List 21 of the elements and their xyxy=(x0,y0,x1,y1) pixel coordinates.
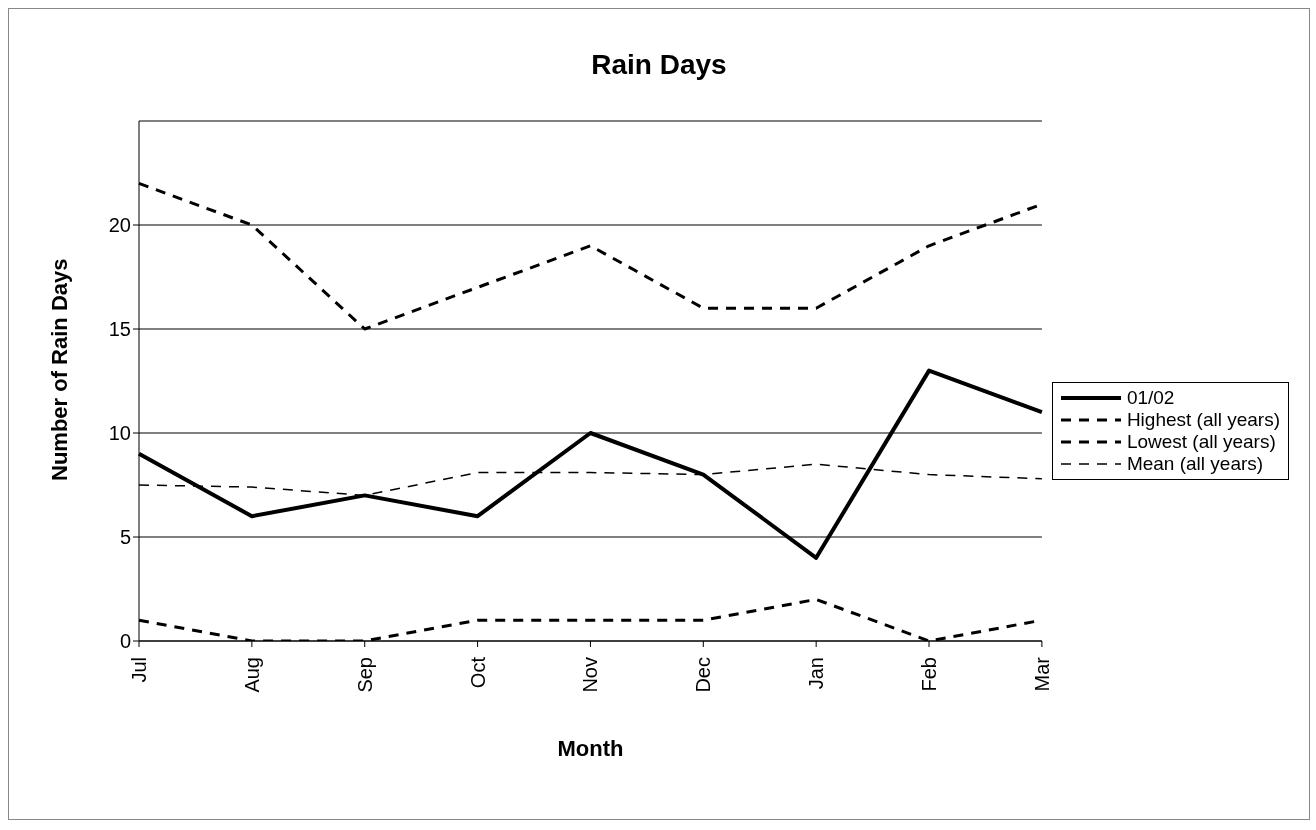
chart-title: Rain Days xyxy=(590,48,728,81)
x-tick-label: Oct xyxy=(466,656,489,689)
x-tick-label: Jan xyxy=(805,657,828,690)
x-axis-title: Month xyxy=(557,736,624,761)
x-tick-label: Sep xyxy=(353,657,376,693)
y-tick-label: 10 xyxy=(108,422,131,445)
y-tick-label: 0 xyxy=(119,630,131,653)
x-tick-label: Aug xyxy=(240,657,263,693)
y-tick-label: 20 xyxy=(108,214,131,237)
y-tick-label: 5 xyxy=(119,526,131,549)
legend-label: 01/02 xyxy=(1126,387,1175,409)
legend-label: Mean (all years) xyxy=(1126,453,1264,475)
y-axis-title: Number of Rain Days xyxy=(46,258,72,481)
x-tick-label: Dec xyxy=(692,657,715,693)
y-tick-label: 15 xyxy=(108,318,131,341)
x-tick-label: Feb xyxy=(918,657,941,692)
legend-label: Lowest (all years) xyxy=(1126,431,1276,453)
x-tick-label: Jul xyxy=(128,657,150,683)
x-tick-label: Mar xyxy=(1030,656,1053,692)
x-tick-label: Nov xyxy=(579,657,602,693)
legend-label: Highest (all years) xyxy=(1126,409,1280,431)
